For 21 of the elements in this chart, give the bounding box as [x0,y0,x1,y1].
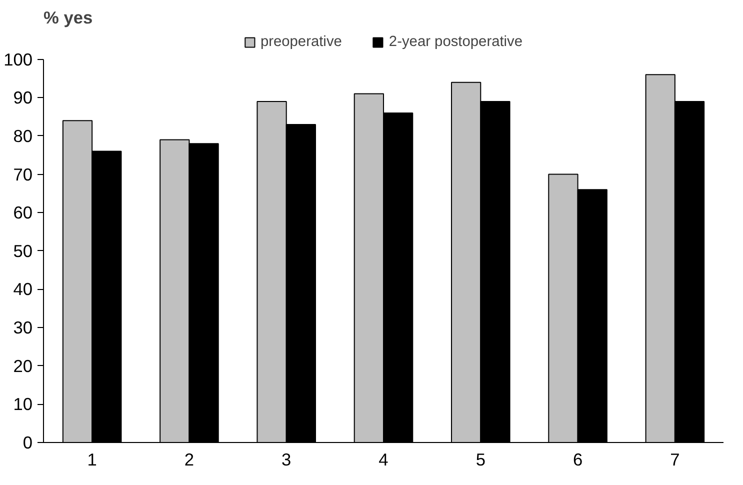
x-tick-label: 6 [572,450,583,470]
x-tick-label: 2 [184,450,194,470]
x-tick-label: 4 [378,450,389,470]
y-tick-label: 100 [4,49,33,70]
x-tick-label: 5 [476,450,486,470]
y-tick-label: 80 [13,126,33,146]
legend-label: 2-year postoperative [388,34,523,50]
y-tick-label: 60 [13,202,33,223]
y-tick-label: 20 [13,356,33,376]
y-tick-label: 50 [13,240,33,261]
x-tick-label: 7 [670,450,680,470]
y-tick-label: 30 [13,318,33,338]
x-tick-label: 1 [87,450,97,470]
y-tick-label: 90 [13,88,33,108]
y-tick-label: 0 [22,432,33,452]
y-axis-title: % yes [44,8,93,28]
legend-label: preoperative [260,34,342,50]
y-tick-label: 40 [13,279,33,300]
x-tick-label: 3 [282,450,292,470]
y-tick-label: 10 [13,394,33,414]
y-tick-label: 70 [13,164,33,184]
